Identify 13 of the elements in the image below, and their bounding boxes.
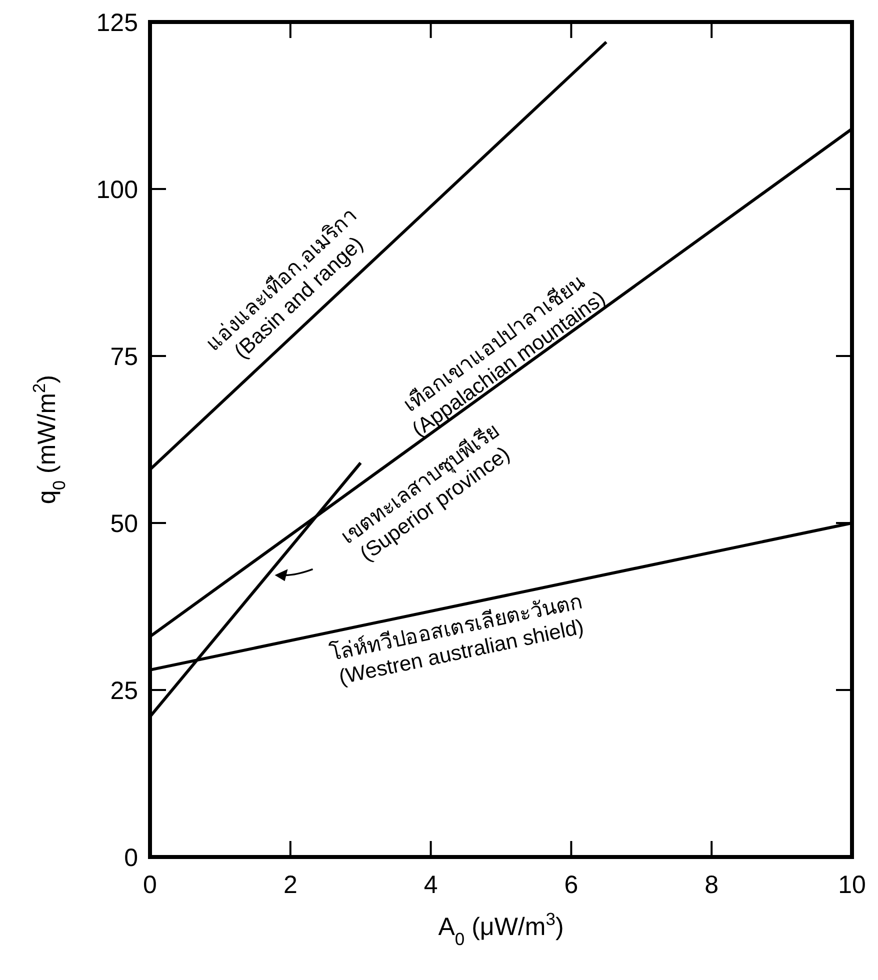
y-tick-label: 25 bbox=[110, 676, 138, 705]
y-tick-label: 100 bbox=[96, 176, 138, 204]
x-tick-label: 10 bbox=[838, 871, 866, 899]
y-tick-label: 125 bbox=[96, 8, 138, 37]
y-tick-label: 75 bbox=[110, 342, 138, 371]
x-tick-label: 6 bbox=[564, 871, 578, 899]
x-tick-label: 0 bbox=[143, 871, 157, 899]
x-tick-label: 2 bbox=[283, 871, 298, 899]
y-tick-label: 0 bbox=[124, 844, 138, 872]
x-tick-label: 4 bbox=[424, 871, 438, 899]
y-tick-label: 50 bbox=[110, 510, 138, 538]
x-tick-label: 8 bbox=[704, 871, 719, 899]
x-axis-title: A$_{0}$ (μW/m$^{3}$) bbox=[438, 909, 564, 949]
